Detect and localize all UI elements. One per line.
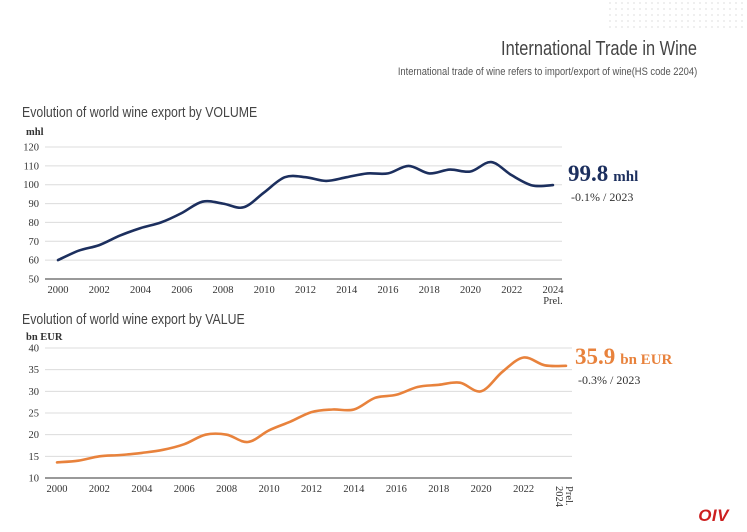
volume-x-tick-label: 2016 xyxy=(378,285,399,296)
volume-x-tick-label: 2010 xyxy=(254,285,275,296)
value-x-tick-note: Prel. xyxy=(563,486,574,506)
volume-x-tick-label: 2002 xyxy=(89,285,110,296)
value-chart-title: Evolution of world wine export by VALUE xyxy=(22,311,245,328)
value-y-tick-label: 40 xyxy=(29,344,40,355)
value-x-tick-label: 2022 xyxy=(513,484,534,495)
volume-series-line xyxy=(56,160,555,262)
volume-change-label: -0.1% / 2023 xyxy=(571,190,633,204)
volume-y-tick-label: 70 xyxy=(29,237,40,248)
volume-x-tick-label: 2024 xyxy=(543,285,565,296)
value-series-line xyxy=(55,356,568,464)
value-x-tick-label: 2020 xyxy=(471,484,492,495)
volume-y-tick-label: 110 xyxy=(24,161,39,172)
volume-y-tick-label: 90 xyxy=(29,199,40,210)
oiv-logo: OIV xyxy=(698,506,729,525)
value-x-tick-label: 2008 xyxy=(216,484,237,495)
value-y-tick-label: 35 xyxy=(29,365,40,376)
value-x-tick-label: 2014 xyxy=(343,484,365,495)
volume-x-tick-label: 2014 xyxy=(336,285,358,296)
value-latest-unit: bn EUR xyxy=(620,352,672,368)
volume-y-tick-label: 80 xyxy=(29,218,40,229)
value-y-tick-label: 25 xyxy=(29,409,40,420)
volume-x-tick-label: 2008 xyxy=(213,285,234,296)
page-subtitle: International trade of wine refers to im… xyxy=(397,66,697,78)
volume-chart-title: Evolution of world wine export by VOLUME xyxy=(22,104,258,121)
volume-x-tick-label: 2000 xyxy=(48,285,69,296)
volume-x-tick-label: 2020 xyxy=(460,285,481,296)
value-y-tick-label: 10 xyxy=(29,474,40,485)
volume-y-tick-label: 120 xyxy=(23,143,39,154)
value-latest-value: 35.9 bn EUR xyxy=(575,344,673,369)
volume-y-tick-label: 50 xyxy=(29,275,40,286)
value-x-tick-label: 2012 xyxy=(301,484,322,495)
value-latest-number: 35.9 xyxy=(575,344,615,369)
volume-y-unit-label: mhl xyxy=(26,127,44,138)
volume-x-tick-note: Prel. xyxy=(543,296,563,307)
value-y-tick-label: 20 xyxy=(29,430,40,441)
volume-latest-value: 99.8 mhl xyxy=(568,161,638,186)
value-x-tick-label: 2018 xyxy=(428,484,449,495)
value-y-tick-label: 15 xyxy=(29,452,40,463)
volume-x-tick-label: 2022 xyxy=(501,285,522,296)
value-x-tick-label: 2016 xyxy=(386,484,407,495)
volume-x-tick-label: 2006 xyxy=(171,285,192,296)
volume-x-tick-label: 2012 xyxy=(295,285,316,296)
decorative-dot-pattern xyxy=(607,0,747,30)
value-y-unit-label: bn EUR xyxy=(26,332,63,343)
volume-x-tick-label: 2018 xyxy=(419,285,440,296)
volume-y-tick-label: 100 xyxy=(23,180,39,191)
value-x-tick-label: 2004 xyxy=(131,484,153,495)
value-x-tick-label: 2010 xyxy=(259,484,280,495)
value-x-tick-label: 2006 xyxy=(174,484,195,495)
value-x-tick-label: 2002 xyxy=(89,484,110,495)
value-change-label: -0.3% / 2023 xyxy=(578,373,640,387)
value-x-tick-label: 2024 xyxy=(553,486,564,508)
volume-latest-unit: mhl xyxy=(613,169,638,185)
value-x-tick-label: 2000 xyxy=(47,484,68,495)
value-y-tick-label: 30 xyxy=(29,387,40,398)
volume-y-tick-label: 60 xyxy=(29,256,40,267)
volume-x-tick-label: 2004 xyxy=(130,285,152,296)
page-title: International Trade in Wine xyxy=(500,38,697,60)
volume-latest-number: 99.8 xyxy=(568,161,608,186)
